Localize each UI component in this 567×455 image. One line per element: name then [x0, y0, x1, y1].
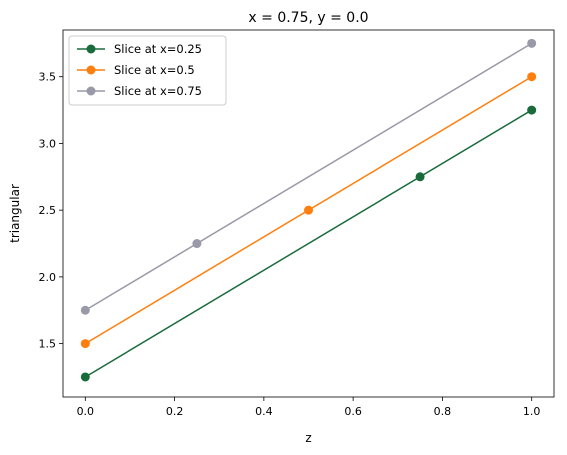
x-axis: 0.0 0.2 0.4 0.6 0.8 1.0	[77, 397, 541, 418]
data-point	[527, 105, 537, 115]
legend-label: Slice at x=0.25	[114, 42, 202, 56]
legend-box	[68, 35, 227, 106]
y-tick-label: 2.0	[39, 271, 57, 284]
data-point	[80, 339, 90, 349]
y-tick-label: 3.5	[39, 71, 57, 84]
legend-label: Slice at x=0.5	[114, 63, 195, 77]
y-axis-label: triangular	[8, 184, 22, 243]
series-1	[80, 105, 537, 382]
x-tick-label: 0.8	[434, 405, 452, 418]
series-line	[84, 42, 533, 311]
data-point	[415, 172, 425, 182]
legend-marker	[86, 65, 96, 75]
data-point	[80, 305, 90, 315]
x-tick-label: 0.2	[166, 405, 184, 418]
y-tick-label: 3.0	[39, 137, 57, 150]
x-tick-label: 0.6	[344, 405, 362, 418]
legend-item: Slice at x=0.25	[77, 42, 202, 56]
data-point	[192, 239, 202, 249]
x-axis-label: z	[305, 431, 311, 445]
legend-label: Slice at x=0.75	[114, 84, 202, 98]
legend-item: Slice at x=0.5	[77, 63, 195, 77]
series-3	[80, 38, 537, 315]
series-layer	[80, 38, 537, 382]
y-tick-label: 1.5	[39, 338, 57, 351]
data-point	[304, 205, 313, 215]
x-tick-label: 1.0	[523, 405, 541, 418]
plot-area	[62, 29, 555, 398]
legend-marker	[86, 44, 96, 54]
y-tick-label: 2.5	[39, 204, 57, 217]
legend: Slice at x=0.25 Slice at x=0.5 Slice at x=…	[68, 35, 227, 106]
legend-marker	[86, 86, 96, 96]
data-point	[527, 38, 537, 48]
chart-title: x = 0.75, y = 0.0	[248, 10, 368, 26]
x-tick-label: 0.4	[255, 405, 273, 418]
x-tick-label: 0.0	[77, 405, 95, 418]
data-point	[80, 372, 90, 382]
data-point	[527, 72, 537, 82]
y-axis: 1.5 2.0 2.5 3.0 3.5	[39, 71, 63, 351]
series-2	[80, 72, 537, 349]
series-line	[84, 109, 533, 378]
legend-item: Slice at x=0.75	[77, 84, 202, 98]
